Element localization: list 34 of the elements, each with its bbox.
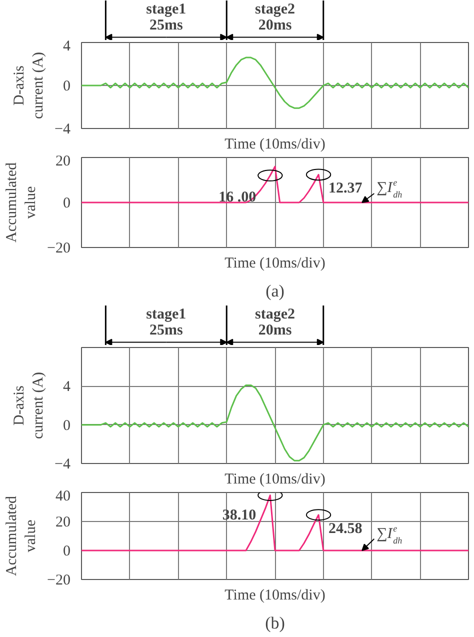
- y-tick-label: 20: [56, 514, 70, 530]
- line-series: [82, 384, 468, 462]
- text: stage1: [146, 1, 186, 18]
- y-tick-label: 0: [63, 418, 70, 434]
- annotation: 24.58: [328, 520, 362, 537]
- y-tick-label: 0: [63, 78, 70, 94]
- text: 20ms: [258, 17, 292, 34]
- y-tick-label: 0: [63, 544, 70, 560]
- y-axis-title: D-axis current (A): [11, 52, 47, 120]
- y-tick-label: −4: [54, 122, 71, 138]
- x-axis-title: Time (10ms/div): [224, 472, 326, 488]
- text: (a): [266, 282, 284, 300]
- y-tick-label: 40: [56, 488, 70, 504]
- text: 25ms: [149, 17, 183, 34]
- text: stage1: [146, 306, 186, 322]
- y-axis-title: Accumulated value: [4, 162, 40, 242]
- text: (b): [265, 614, 285, 632]
- y-tick-label: 20: [56, 154, 70, 170]
- text: 20ms: [258, 322, 292, 338]
- text: stage2: [255, 306, 296, 322]
- y-tick-label: 0: [63, 196, 70, 212]
- x-axis-title: Time (10ms/div): [224, 136, 326, 152]
- x-axis-title: Time (10ms/div): [224, 256, 326, 272]
- y-axis-title: D-axis current (A): [11, 372, 47, 440]
- annotation: 12.37: [328, 180, 363, 197]
- y-tick-label: 4: [63, 38, 71, 54]
- text: 25ms: [149, 322, 183, 338]
- y-tick-label: −20: [47, 240, 71, 256]
- y-tick-label: −4: [54, 456, 71, 472]
- y-axis-title: Accumulated value: [4, 496, 40, 576]
- y-tick-label: −20: [47, 572, 71, 588]
- x-axis-title: Time (10ms/div): [224, 588, 326, 604]
- y-tick-label: 4: [63, 379, 71, 396]
- text: stage2: [255, 1, 296, 18]
